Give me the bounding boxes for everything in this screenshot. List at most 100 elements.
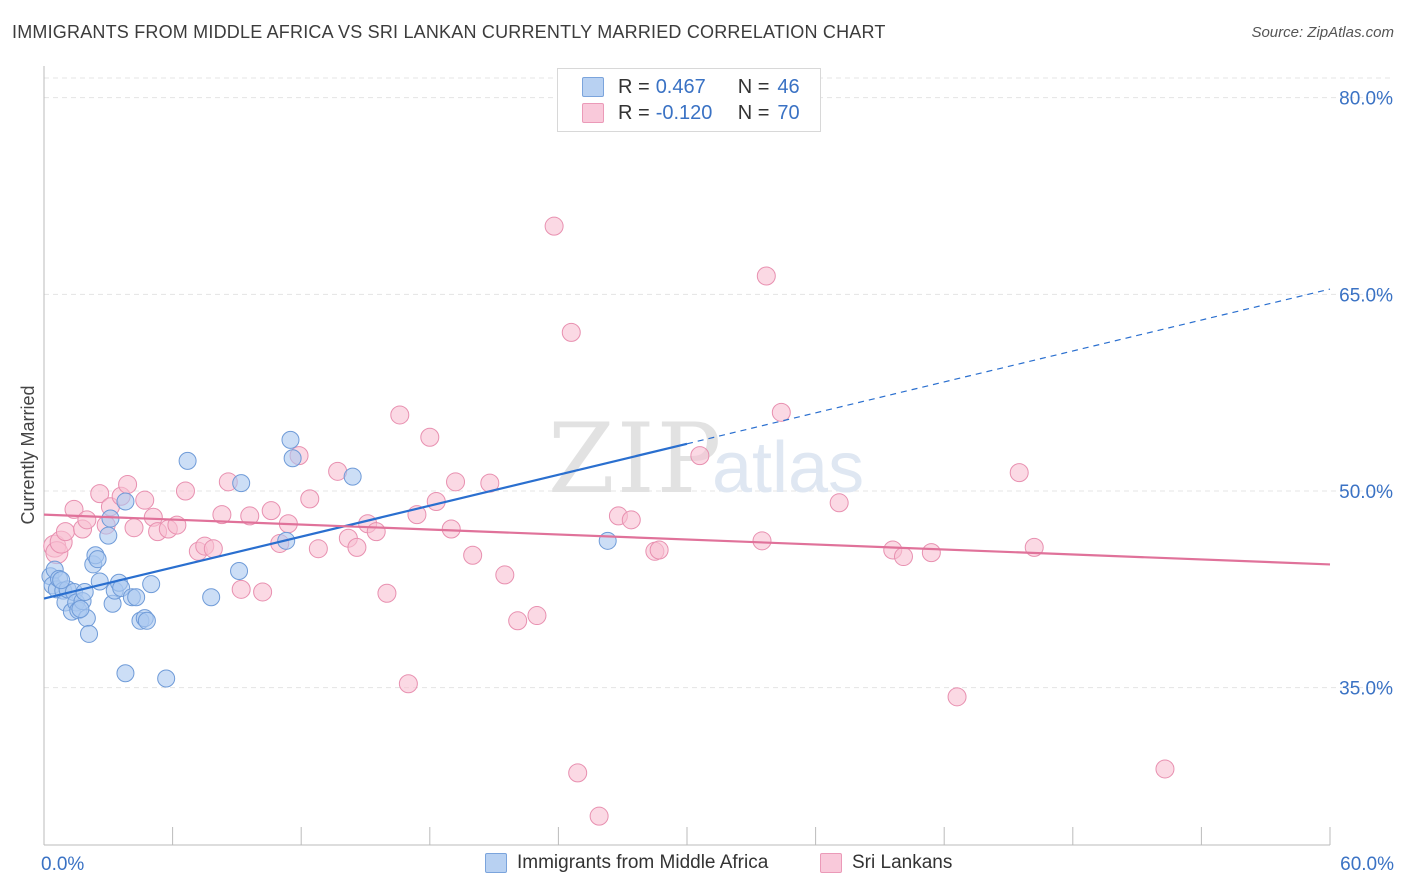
point-sri-lankans — [135, 490, 155, 510]
legend-n-value: 46 — [777, 75, 800, 98]
point-middle-africa — [127, 588, 146, 607]
chart-source: Source: ZipAtlas.com — [1251, 24, 1394, 41]
point-middle-africa — [137, 611, 156, 630]
point-sri-lankans — [64, 499, 84, 519]
point-middle-africa — [202, 588, 221, 607]
point-sri-lankans — [527, 606, 547, 626]
stats-legend: R = 0.467 N = 46 R = -0.120 N = 70 — [557, 68, 821, 132]
axes — [43, 66, 1331, 846]
point-sri-lankans — [561, 322, 581, 342]
point-sri-lankans — [649, 540, 669, 560]
point-middle-africa — [101, 509, 120, 528]
x-tick-label: 0.0% — [41, 854, 84, 875]
series-sri-lankans-points — [43, 216, 1175, 826]
point-sri-lankans — [300, 489, 320, 509]
legend-row-series2: R = -0.120 N = 70 — [582, 100, 800, 126]
legend-swatch-series2 — [582, 103, 604, 123]
legend-n-label: N = — [737, 101, 770, 124]
point-sri-lankans — [55, 522, 75, 542]
point-sri-lankans — [212, 505, 232, 525]
point-middle-africa — [598, 531, 617, 550]
y-tick-label: 50.0% — [1339, 482, 1393, 503]
regression-lines — [43, 288, 1331, 600]
bottom-legend-swatch-series1 — [485, 853, 507, 873]
legend-r-value: 0.467 — [655, 75, 706, 98]
y-axis-label: Currently Married — [18, 385, 38, 524]
point-sri-lankans — [118, 474, 138, 494]
point-middle-africa — [80, 624, 99, 643]
point-sri-lankans — [231, 579, 251, 599]
point-middle-africa — [178, 451, 197, 470]
point-sri-lankans — [1009, 463, 1029, 483]
point-sri-lankans — [947, 687, 967, 707]
bottom-legend-label-series1: Immigrants from Middle Africa — [517, 852, 769, 873]
point-middle-africa — [343, 467, 362, 486]
bottom-legend-series1: Immigrants from Middle Africa — [485, 852, 768, 874]
point-sri-lankans — [420, 427, 440, 447]
point-sri-lankans — [829, 493, 849, 513]
point-sri-lankans — [568, 763, 588, 783]
point-sri-lankans — [240, 506, 260, 526]
point-sri-lankans — [124, 518, 144, 538]
y-tick-label: 80.0% — [1339, 89, 1393, 110]
regression-line-sri-lankans — [43, 513, 1331, 566]
point-sri-lankans — [203, 539, 223, 559]
y-tick-label: 65.0% — [1339, 285, 1393, 306]
point-middle-africa — [71, 600, 90, 618]
point-sri-lankans — [893, 547, 913, 567]
point-middle-africa — [283, 449, 302, 468]
point-sri-lankans — [253, 582, 273, 602]
point-sri-lankans — [921, 543, 941, 563]
point-sri-lankans — [495, 565, 515, 585]
regression-line-middle-africa — [43, 442, 688, 600]
legend-n-label: N = — [737, 75, 770, 98]
point-sri-lankans — [441, 519, 461, 539]
legend-r-value: -0.120 — [655, 101, 713, 124]
legend-row-series1: R = 0.467 N = 46 — [582, 74, 800, 100]
point-middle-africa — [52, 571, 71, 590]
point-sri-lankans — [589, 806, 609, 826]
point-middle-africa — [116, 664, 135, 683]
legend-r-label: R = — [618, 75, 650, 98]
point-middle-africa — [232, 474, 251, 493]
bottom-legend-series2: Sri Lankans — [820, 852, 952, 874]
point-middle-africa — [142, 575, 161, 594]
point-middle-africa — [88, 550, 107, 569]
legend-n-value: 70 — [777, 101, 800, 124]
bottom-legend-swatch-series2 — [820, 853, 842, 873]
point-sri-lankans — [347, 537, 367, 557]
point-sri-lankans — [175, 481, 195, 501]
point-middle-africa — [230, 561, 249, 580]
point-middle-africa — [281, 430, 300, 449]
point-sri-lankans — [1155, 759, 1175, 779]
point-sri-lankans — [426, 491, 446, 511]
point-middle-africa — [116, 492, 135, 511]
chart-title: IMMIGRANTS FROM MIDDLE AFRICA VS SRI LAN… — [12, 22, 886, 42]
point-middle-africa — [99, 526, 118, 545]
point-sri-lankans — [463, 545, 483, 565]
regression-line-middle-africa-extension — [686, 288, 1331, 445]
bottom-legend-label-series2: Sri Lankans — [852, 852, 953, 873]
bottom-legend: Immigrants from Middle Africa Sri Lankan… — [0, 852, 1406, 878]
point-sri-lankans — [90, 484, 110, 504]
point-sri-lankans — [398, 674, 418, 694]
point-sri-lankans — [771, 402, 791, 422]
point-middle-africa — [75, 582, 94, 601]
point-sri-lankans — [390, 405, 410, 425]
point-sri-lankans — [508, 611, 528, 631]
point-sri-lankans — [446, 472, 466, 492]
x-tick-label: 60.0% — [1340, 854, 1394, 875]
point-sri-lankans — [690, 446, 710, 466]
watermark: ZIP atlas — [548, 403, 864, 515]
y-tick-label: 35.0% — [1339, 679, 1393, 700]
point-sri-lankans — [308, 539, 328, 559]
point-sri-lankans — [621, 510, 641, 530]
legend-swatch-series1 — [582, 77, 604, 97]
point-sri-lankans — [756, 266, 776, 286]
point-middle-africa — [157, 669, 176, 688]
point-sri-lankans — [377, 583, 397, 603]
tick-labels: 35.0% 50.0% 65.0% 80.0% 0.0% 60.0% — [41, 89, 1394, 875]
point-sri-lankans — [366, 522, 386, 542]
point-sri-lankans — [544, 216, 564, 236]
